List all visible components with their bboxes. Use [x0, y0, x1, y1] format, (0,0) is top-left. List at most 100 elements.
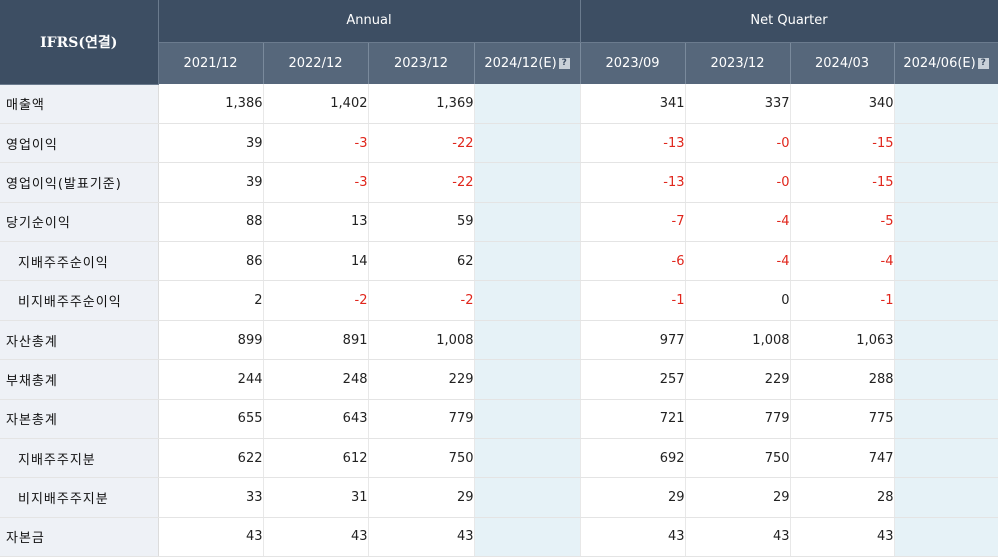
value-cell: 39 — [158, 123, 264, 164]
row-label[interactable]: 매출액 — [0, 84, 159, 124]
value-cell: 39 — [158, 162, 264, 203]
help-icon[interactable]: ? — [977, 57, 989, 69]
value-cell — [474, 477, 581, 518]
row-label[interactable]: 부채총계 — [0, 359, 159, 400]
value-cell: 340 — [790, 84, 895, 124]
value-cell: 341 — [580, 84, 686, 124]
table-row-non-controlling-net-income: 비지배주주순이익 2 -2 -2 -1 0 -1 — [0, 280, 998, 321]
value-cell: 622 — [158, 438, 264, 479]
table-row-total-equity: 자본총계 655 643 779 721 779 775 — [0, 399, 998, 440]
value-cell — [894, 517, 998, 557]
table-row-net-income: 당기순이익 88 13 59 -7 -4 -5 — [0, 202, 998, 243]
table-row-operating-profit-reported: 영업이익(발표기준) 39 -3 -22 -13 -0 -15 — [0, 162, 998, 203]
value-cell — [474, 123, 581, 164]
value-cell — [894, 123, 998, 164]
row-label[interactable]: 당기순이익 — [0, 202, 159, 243]
value-cell: 43 — [368, 517, 475, 557]
value-cell: 2 — [158, 280, 264, 321]
value-cell: -4 — [685, 241, 791, 282]
value-cell: 29 — [685, 477, 791, 518]
row-label[interactable]: 비지배주주지분 — [0, 477, 159, 518]
value-cell: -15 — [790, 123, 895, 164]
value-cell: -22 — [368, 162, 475, 203]
period-header-2024-06-estimate: 2024/06(E)? — [894, 42, 998, 84]
value-cell: 59 — [368, 202, 475, 243]
period-header-2023-09: 2023/09 — [580, 42, 686, 84]
value-cell — [474, 320, 581, 361]
value-cell — [894, 320, 998, 361]
period-header-2021-12: 2021/12 — [158, 42, 264, 84]
value-cell — [474, 202, 581, 243]
table-row-non-controlling-equity: 비지배주주지분 33 31 29 29 29 28 — [0, 477, 998, 518]
value-cell: 643 — [263, 399, 369, 440]
value-cell: 29 — [368, 477, 475, 518]
value-cell: 86 — [158, 241, 264, 282]
period-header-2023-12-quarter: 2023/12 — [685, 42, 791, 84]
value-cell: 721 — [580, 399, 686, 440]
value-cell: 750 — [685, 438, 791, 479]
value-cell: 1,008 — [368, 320, 475, 361]
value-cell: 779 — [368, 399, 475, 440]
value-cell — [474, 280, 581, 321]
value-cell: 43 — [263, 517, 369, 557]
help-icon[interactable]: ? — [558, 57, 570, 69]
value-cell: 288 — [790, 359, 895, 400]
value-cell: 31 — [263, 477, 369, 518]
row-label[interactable]: 자산총계 — [0, 320, 159, 361]
value-cell: 779 — [685, 399, 791, 440]
annual-group-header: Annual — [158, 0, 581, 43]
value-cell — [474, 359, 581, 400]
row-label[interactable]: 지배주주지분 — [0, 438, 159, 479]
header-row-groups: IFRS(연결) Annual Net Quarter — [0, 0, 998, 85]
row-label[interactable]: 자본금 — [0, 517, 159, 557]
table-row-total-liabilities: 부채총계 244 248 229 257 229 288 — [0, 359, 998, 400]
row-label[interactable]: 영업이익 — [0, 123, 159, 164]
value-cell: -13 — [580, 162, 686, 203]
value-cell — [474, 162, 581, 203]
table-row-operating-profit: 영업이익 39 -3 -22 -13 -0 -15 — [0, 123, 998, 164]
value-cell: -1 — [580, 280, 686, 321]
value-cell: -3 — [263, 123, 369, 164]
value-cell: -6 — [580, 241, 686, 282]
value-cell: -0 — [685, 162, 791, 203]
value-cell — [894, 280, 998, 321]
value-cell: 257 — [580, 359, 686, 400]
row-label[interactable]: 비지배주주순이익 — [0, 280, 159, 321]
value-cell: 0 — [685, 280, 791, 321]
value-cell: 62 — [368, 241, 475, 282]
period-header-2024-03: 2024/03 — [790, 42, 895, 84]
row-label[interactable]: 지배주주순이익 — [0, 241, 159, 282]
value-cell: -22 — [368, 123, 475, 164]
value-cell: -7 — [580, 202, 686, 243]
value-cell: 899 — [158, 320, 264, 361]
value-cell: 612 — [263, 438, 369, 479]
value-cell: 43 — [580, 517, 686, 557]
header-row-periods: 2021/12 2022/12 2023/12 2024/12(E)? 2023… — [0, 42, 998, 84]
table-row-controlling-equity: 지배주주지분 622 612 750 692 750 747 — [0, 438, 998, 479]
table-row-revenue: 매출액 1,386 1,402 1,369 341 337 340 — [0, 84, 998, 124]
value-cell: 1,386 — [158, 84, 264, 124]
table-body: 매출액 1,386 1,402 1,369 341 337 340 영업이익 39 -3 -22 -1… — [0, 84, 998, 557]
period-header-2023-12: 2023/12 — [368, 42, 475, 84]
value-cell: 229 — [685, 359, 791, 400]
value-cell — [894, 359, 998, 400]
row-label[interactable]: 영업이익(발표기준) — [0, 162, 159, 203]
value-cell: 248 — [263, 359, 369, 400]
value-cell — [894, 162, 998, 203]
period-header-2022-12: 2022/12 — [263, 42, 369, 84]
value-cell: -2 — [368, 280, 475, 321]
value-cell — [894, 241, 998, 282]
value-cell — [474, 517, 581, 557]
value-cell: -3 — [263, 162, 369, 203]
value-cell: 775 — [790, 399, 895, 440]
row-label[interactable]: 자본총계 — [0, 399, 159, 440]
value-cell: 747 — [790, 438, 895, 479]
value-cell — [474, 84, 581, 124]
value-cell: 14 — [263, 241, 369, 282]
value-cell: 88 — [158, 202, 264, 243]
value-cell: 1,008 — [685, 320, 791, 361]
value-cell — [474, 399, 581, 440]
value-cell: 13 — [263, 202, 369, 243]
net-quarter-group-header: Net Quarter — [580, 0, 998, 43]
value-cell: 43 — [790, 517, 895, 557]
